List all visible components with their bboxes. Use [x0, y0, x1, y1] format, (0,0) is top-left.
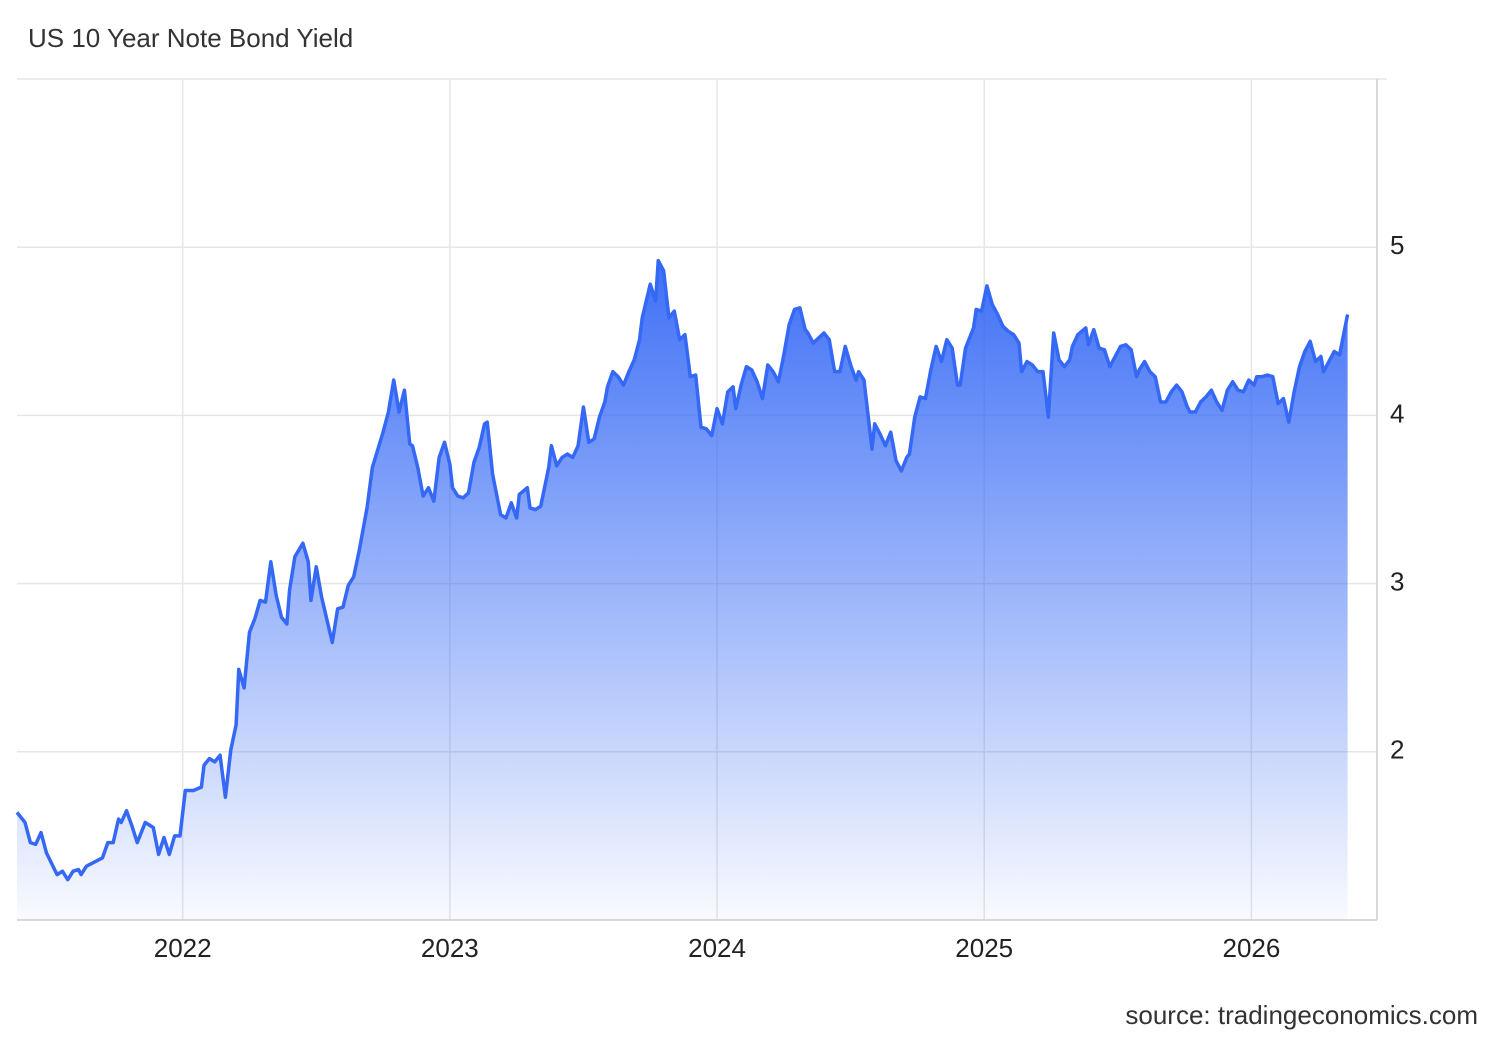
x-tick-label: 2025 [955, 933, 1013, 963]
y-tick-label: 3 [1390, 566, 1404, 596]
y-tick-label: 5 [1390, 230, 1404, 260]
chart-title: US 10 Year Note Bond Yield [28, 23, 353, 53]
y-tick-label: 4 [1390, 398, 1404, 428]
line [15, 258, 1350, 882]
x-tick-label: 2023 [421, 933, 479, 963]
source-note: source: tradingeconomics.com [1125, 1000, 1478, 1030]
x-tick-label: 2024 [688, 933, 746, 963]
x-tick-label: 2026 [1222, 933, 1280, 963]
y-tick-label: 2 [1390, 735, 1404, 765]
x-tick-label: 2022 [154, 933, 212, 963]
plot-area [15, 258, 1350, 920]
area-fill [17, 260, 1348, 920]
axis-labels: 2 3 4 5 2022 2023 2024 2025 2026 [154, 230, 1405, 963]
